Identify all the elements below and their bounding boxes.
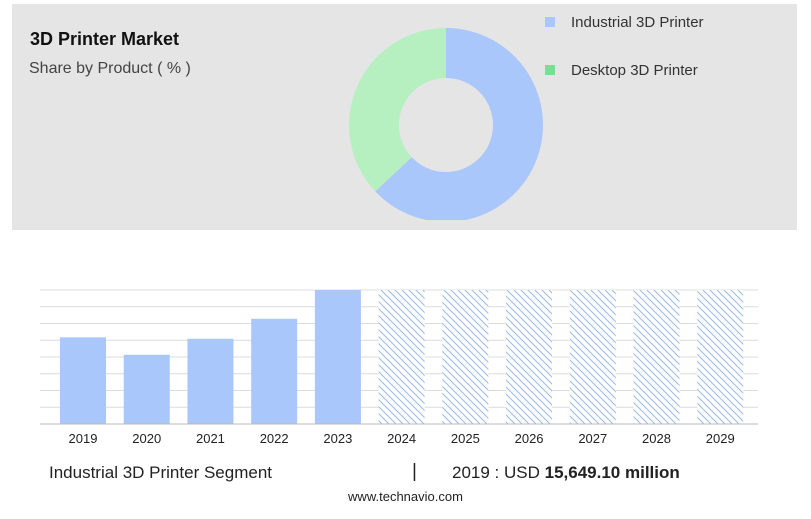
footer-year-label: 2019 : USD xyxy=(452,463,540,482)
x-tick-2019: 2019 xyxy=(69,431,98,446)
legend-label-desktop: Desktop 3D Printer xyxy=(571,61,698,79)
bar-2023 xyxy=(314,290,361,424)
footer-separator: | xyxy=(412,461,417,482)
legend-swatch-industrial xyxy=(545,17,555,27)
legend-swatch-desktop xyxy=(545,65,555,75)
bar-2020 xyxy=(123,354,170,424)
x-tick-2020: 2020 xyxy=(132,431,161,446)
x-tick-2029: 2029 xyxy=(706,431,735,446)
x-tick-2027: 2027 xyxy=(578,431,607,446)
x-tick-2028: 2028 xyxy=(642,431,671,446)
donut-slice-0 xyxy=(375,28,543,220)
forecast-bar-2025 xyxy=(442,290,489,424)
x-tick-2022: 2022 xyxy=(260,431,289,446)
forecast-bar-2024 xyxy=(378,290,425,424)
footer-value: 15,649.10 million xyxy=(544,463,680,482)
x-tick-2021: 2021 xyxy=(196,431,225,446)
legend: Industrial 3D Printer Desktop 3D Printer xyxy=(545,12,704,108)
chart-title: 3D Printer Market xyxy=(30,29,180,49)
bar-2022 xyxy=(251,318,298,424)
bar-2021 xyxy=(187,338,234,424)
forecast-bar-2028 xyxy=(633,290,680,424)
source-url: www.technavio.com xyxy=(348,489,463,504)
legend-item-industrial: Industrial 3D Printer xyxy=(545,12,704,32)
x-tick-2025: 2025 xyxy=(451,431,480,446)
forecast-bar-2029 xyxy=(697,290,744,424)
legend-item-desktop: Desktop 3D Printer xyxy=(545,60,704,80)
forecast-bar-2027 xyxy=(569,290,616,424)
x-tick-2023: 2023 xyxy=(323,431,352,446)
x-tick-2024: 2024 xyxy=(387,431,416,446)
chart-subtitle: Share by Product ( % ) xyxy=(29,60,191,77)
bar-chart: 2019 2020 2021 2022 2023 2024 2025 2026 2027 2028… xyxy=(40,289,758,446)
legend-label-industrial: Industrial 3D Printer xyxy=(571,13,704,31)
footer-value-line: 2019 : USD 15,649.10 million xyxy=(452,463,680,483)
x-tick-2026: 2026 xyxy=(515,431,544,446)
footer-segment-label: Industrial 3D Printer Segment xyxy=(49,463,272,482)
forecast-bar-2026 xyxy=(506,290,553,424)
donut-slice-1 xyxy=(349,28,446,192)
bar-2019 xyxy=(60,337,106,424)
donut-chart xyxy=(349,28,543,220)
